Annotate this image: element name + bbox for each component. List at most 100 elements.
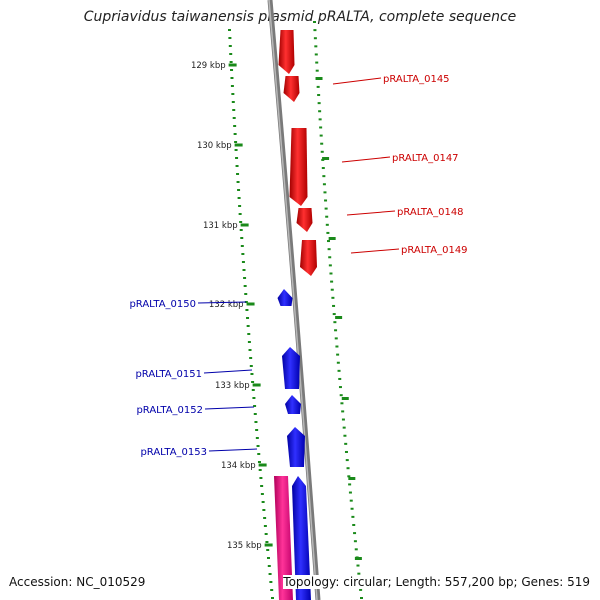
gene-label-forward: pRALTA_0148 [397, 207, 464, 218]
tick-dot-inner [271, 597, 274, 599]
tick-dot-inner [231, 93, 235, 95]
tick-dot-outer [322, 175, 326, 178]
tick-dot-outer [326, 231, 330, 234]
tick-dot-outer [353, 540, 357, 543]
tick-dot-inner [252, 397, 256, 399]
accession-text: Accession: NC_010529 [9, 575, 146, 589]
tick-dot-outer [343, 434, 347, 437]
tick-dot-outer [332, 304, 336, 307]
gene-leader-line [203, 369, 253, 374]
tick-dot-inner [232, 109, 236, 111]
tick-dot-inner [254, 421, 258, 423]
tick-dot-outer [333, 321, 337, 324]
tick-dot-outer [340, 402, 344, 405]
map-title: Cupriavidus taiwanensis plasmid pRALTA, … [83, 9, 517, 25]
tick-dot-outer [348, 491, 352, 494]
tick-dot-outer [345, 459, 349, 462]
tick-dot-inner [262, 509, 266, 511]
gene-arrow-reverse [285, 395, 301, 414]
tick-dot-inner [238, 213, 242, 215]
tick-mark-outer [354, 557, 362, 560]
tick-dot-inner [257, 453, 261, 455]
tick-dot-inner [260, 485, 264, 487]
tick-dot-outer [331, 296, 335, 299]
tick-dot-inner [267, 565, 271, 567]
gene-leader-line [341, 156, 391, 163]
tick-dot-inner [228, 29, 231, 31]
tick-label: 135 kbp [227, 541, 262, 551]
gene-leader-line [346, 210, 396, 216]
gene-layer [274, 30, 317, 600]
tick-label: 129 kbp [191, 61, 226, 71]
tick-dot-outer [332, 313, 336, 316]
tick-dot-outer [360, 597, 363, 599]
tick-dot-inner [236, 173, 240, 175]
tick-dot-outer [323, 191, 327, 194]
tick-mark [258, 463, 267, 467]
tick-dot-inner [255, 437, 259, 439]
gene-leader-line [204, 406, 255, 410]
tick-dot-outer [339, 394, 343, 397]
tick-dot-outer [338, 377, 342, 380]
tick-dot-outer [319, 134, 323, 137]
tick-dot-outer [335, 345, 339, 348]
tick-dot-inner [241, 261, 245, 263]
tick-dot-inner [237, 197, 241, 199]
tick-dot-inner [260, 493, 264, 495]
tick-mark-outer [341, 397, 349, 400]
tick-dot-inner [230, 69, 234, 71]
tick-dot-outer [347, 475, 351, 478]
gene-leader-line [332, 77, 382, 85]
tick-dot-outer [313, 21, 316, 23]
tick-dot-outer [357, 572, 361, 575]
tick-dot-inner [236, 181, 240, 183]
tick-dot-inner [257, 461, 261, 463]
tick-label: 134 kbp [221, 461, 256, 471]
tick-dot-outer [320, 150, 324, 153]
tick-dot-outer [325, 215, 329, 218]
gene-arrow-forward [296, 208, 313, 232]
tick-dot-inner [259, 477, 263, 479]
tick-dot-inner [235, 157, 239, 159]
tick-dot-inner [251, 389, 255, 391]
tick-dot-outer [350, 507, 354, 510]
tick-dot-inner [228, 45, 232, 47]
tick-dot-outer [356, 564, 360, 567]
tick-dot-outer [314, 53, 318, 56]
tick-mark-outer [348, 477, 356, 480]
tick-dot-outer [318, 110, 322, 113]
gene-label-forward: pRALTA_0147 [392, 153, 459, 164]
tick-dot-inner [243, 277, 247, 279]
gene-arrow-forward [300, 240, 317, 276]
tick-dot-inner [246, 325, 250, 327]
tick-dot-outer [314, 45, 318, 48]
tick-dot-inner [242, 269, 246, 271]
tick-dot-outer [336, 353, 340, 356]
gene-label-reverse: pRALTA_0153 [140, 447, 207, 458]
tick-dot-inner [233, 125, 237, 127]
tick-dot-inner [229, 61, 233, 63]
tick-dot-inner [241, 253, 245, 255]
tick-dot-outer [336, 361, 340, 364]
tick-dot-inner [246, 317, 250, 319]
tick-dot-inner [266, 549, 270, 551]
tick-dot-inner [256, 445, 260, 447]
tick-mark [252, 383, 261, 387]
tick-dot-inner [250, 373, 254, 375]
tick-dot-inner [247, 341, 251, 343]
tick-dot-outer [352, 523, 356, 526]
gene-arrow-forward [278, 30, 295, 74]
tick-dot-outer [320, 142, 324, 145]
gene-leader-line [350, 248, 400, 254]
tick-dot-outer [346, 467, 350, 470]
tick-dot-outer [328, 264, 332, 267]
tick-dot-inner [264, 533, 268, 535]
tick-dot-inner [249, 357, 253, 359]
tick-dot-outer [324, 199, 328, 202]
tick-dot-outer [344, 450, 348, 453]
tick-dot-outer [324, 207, 328, 210]
tick-dot-inner [240, 237, 244, 239]
gene-leader-line [208, 448, 258, 452]
tick-dot-outer [334, 337, 338, 340]
gene-arrow-forward [283, 76, 300, 102]
